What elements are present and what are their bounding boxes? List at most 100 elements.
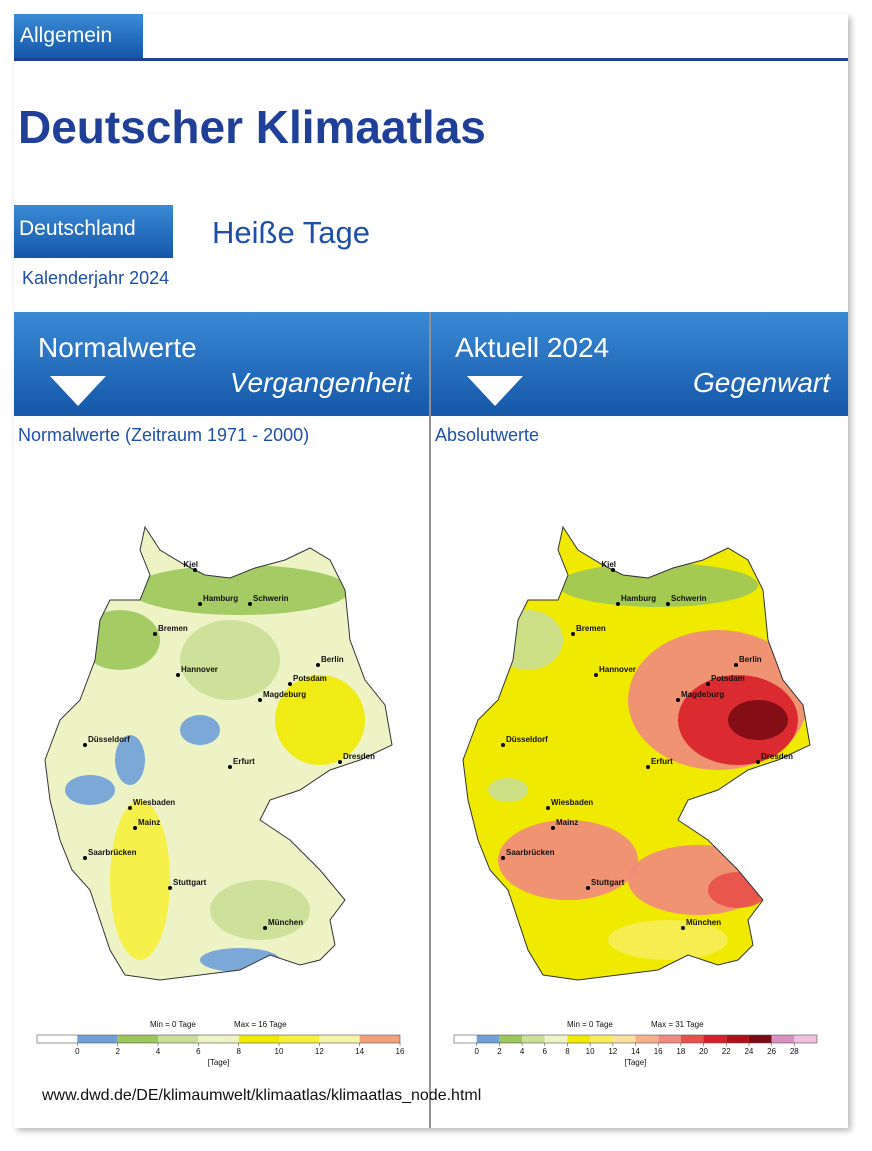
city-label: Bremen [576,624,606,633]
city-dot [133,826,137,830]
legend-swatch [37,1035,78,1043]
legend-tick-label: 10 [586,1047,595,1056]
city-dot [734,663,738,667]
legend-swatch [522,1035,545,1043]
city-label: Potsdam [711,674,745,683]
map-region [488,778,528,802]
legend-tick-label: 8 [236,1047,241,1056]
city-dot [546,806,550,810]
city-dot [263,926,267,930]
city-dot [168,886,172,890]
legend-swatch [476,1035,500,1043]
legend-max: Max = 31 Tage [651,1020,704,1029]
legend-tick-label: 4 [520,1047,525,1056]
city-label: Düsseldorf [88,735,130,744]
panel-heading: Aktuell 2024 [455,332,609,363]
map-region [130,565,350,615]
topic: Heiße Tage [212,215,370,250]
legend-swatch [279,1035,320,1043]
city-dot [646,765,650,769]
legend-tick-label: 28 [790,1047,799,1056]
legend-swatch [658,1035,681,1043]
city-label: Wiesbaden [133,798,175,807]
city-label: Hannover [599,665,636,674]
city-label: Wiesbaden [551,798,593,807]
legend-max: Max = 16 Tage [234,1020,287,1029]
city-dot [756,760,760,764]
city-dot [248,602,252,606]
city-label: Hamburg [203,594,238,603]
city-dot [681,926,685,930]
legend-tick-label: 10 [275,1047,284,1056]
legend-swatch [794,1035,817,1043]
triangle-icon [467,376,523,406]
legend-tick-label: 22 [722,1047,731,1056]
legend-min: Min = 0 Tage [567,1020,613,1029]
city-label: Magdeburg [681,690,724,699]
map-region [65,775,115,805]
panel-caption: Absolutwerte [435,425,539,445]
map-region [210,880,310,940]
city-dot [128,806,132,810]
legend-tick-label: 2 [497,1047,502,1056]
legend-swatch [748,1035,772,1043]
map-region [80,610,160,670]
legend-swatch [544,1035,568,1043]
city-label: Saarbrücken [506,848,555,857]
legend-tick-label: 2 [115,1047,120,1056]
map-region [608,920,728,960]
city-dot [258,698,262,702]
panel-heading: Normalwerte [38,332,197,363]
legend-tick-label: 16 [654,1047,663,1056]
city-dot [153,632,157,636]
legend-tick-label: 26 [767,1047,776,1056]
legend-swatch [680,1035,704,1043]
city-label: Schwerin [253,594,289,603]
city-label: Schwerin [671,594,707,603]
tab[interactable]: Allgemein [14,14,143,58]
city-label: Stuttgart [591,878,625,887]
legend-tick-label: 4 [156,1047,161,1056]
legend-tick-label: 6 [196,1047,201,1056]
footer-url: www.dwd.de/DE/klimaumwelt/klimaatlas/kli… [42,1087,482,1104]
city-label: Berlin [739,655,762,664]
city-label: Mainz [138,818,160,827]
city-label: Magdeburg [263,690,306,699]
legend-swatch [726,1035,749,1043]
city-label: Stuttgart [173,878,207,887]
legend-tick-label: 0 [75,1047,80,1056]
legend-tick-label: 16 [396,1047,405,1056]
map-region [180,620,280,700]
city-dot [501,743,505,747]
page-title: Deutscher Klimaatlas [18,101,486,153]
legend-swatch [499,1035,523,1043]
city-dot [676,698,680,702]
city-dot [316,663,320,667]
legend-swatch [77,1035,118,1043]
map-region [115,735,145,785]
map-region [275,675,365,765]
map-region [498,820,638,900]
map-region [558,563,758,607]
legend-tick-label: 0 [474,1047,479,1056]
legend-swatch [612,1035,636,1043]
legend-tick-label: 14 [631,1047,640,1056]
map-outline [44,525,393,981]
legend-tick-label: 12 [315,1047,324,1056]
city-dot [586,886,590,890]
city-dot [616,602,620,606]
panel-caption: Normalwerte (Zeitraum 1971 - 2000) [18,425,309,445]
city-dot [571,632,575,636]
legend-tick-label: 12 [608,1047,617,1056]
city-dot [706,682,710,686]
legend-frame [36,1034,401,1044]
city-dot [198,602,202,606]
map-region [110,800,170,960]
legend-tick-label: 6 [543,1047,548,1056]
city-label: München [268,918,303,927]
legend-swatch [771,1035,795,1043]
region-button[interactable]: Deutschland [14,205,173,258]
legend-swatch [635,1035,659,1043]
